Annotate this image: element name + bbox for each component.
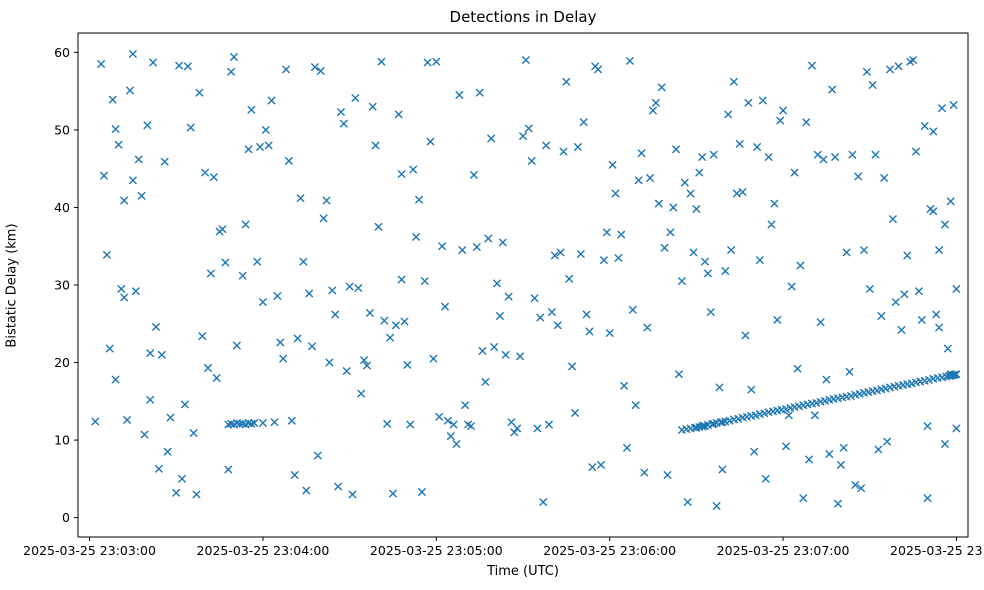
y-tick-label: 0 [62,510,70,525]
x-tick-label: 2025-03-25 23:07:00 [717,543,850,558]
y-tick-label: 50 [54,122,70,137]
y-tick-label: 20 [54,355,70,370]
chart-title: Detections in Delay [449,8,597,26]
y-tick-label: 10 [54,433,70,448]
y-tick-label: 60 [54,45,70,60]
x-axis-label: Time (UTC) [487,564,559,579]
x-tick-label: 2025-03-25 23:04:00 [197,543,330,558]
x-tick-label: 2025-03-25 23:03:00 [23,543,156,558]
x-tick-label: 2025-03-25 23:06:00 [543,543,676,558]
x-tick-label: 2025-03-25 23:08:00 [890,543,984,558]
y-axis-label: Bistatic Delay (km) [4,223,20,348]
x-tick-label: 2025-03-25 23:05:00 [370,543,503,558]
scatter-series-rising-track [678,370,961,434]
scatter-series-background-detections [91,50,961,510]
axes-frame [77,32,969,538]
y-tick-label: 40 [54,200,70,215]
y-tick-label: 30 [54,278,70,293]
